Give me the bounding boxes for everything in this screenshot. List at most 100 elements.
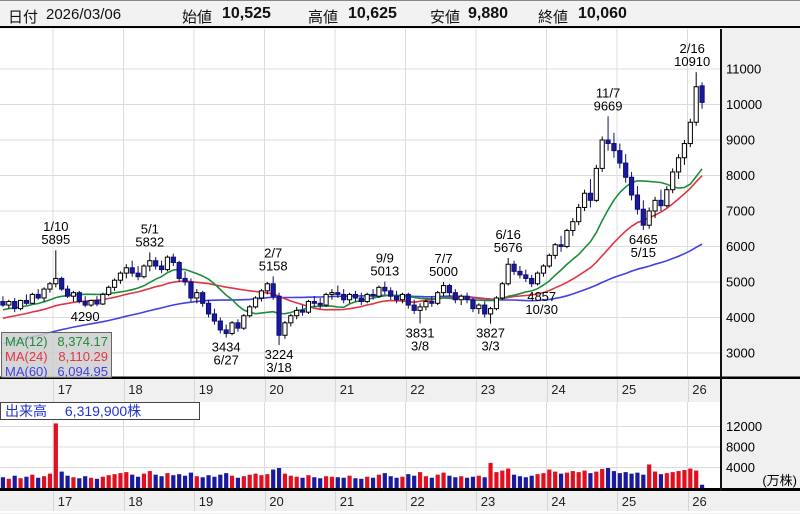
svg-text:5158: 5158: [259, 258, 288, 273]
x-axis-year-label: 26: [692, 382, 707, 397]
svg-text:5895: 5895: [41, 232, 70, 247]
x-axis-tick: [123, 379, 125, 402]
svg-text:3434: 3434: [212, 340, 241, 355]
x-axis-tick: [476, 379, 477, 402]
ma-legend: MA(12) 8,374.17 MA(24) 8,110.29 MA(60) 6…: [1, 332, 112, 379]
x-axis-year-label: 24: [551, 494, 566, 509]
ma24-value: 8,110.29: [58, 349, 108, 364]
svg-text:4290: 4290: [71, 309, 100, 324]
svg-text:8000: 8000: [726, 168, 755, 183]
svg-text:12000: 12000: [726, 419, 762, 434]
ma60-label: MA(60): [5, 364, 48, 379]
x-axis-year-label: 21: [339, 382, 355, 397]
svg-text:1/10: 1/10: [43, 219, 68, 234]
ma-legend-row: MA(24) 8,110.29: [5, 349, 108, 364]
x-axis-tick: [53, 491, 54, 511]
x-axis-year-label: 23: [480, 494, 496, 509]
x-axis-year-label: 18: [128, 382, 143, 397]
date-label: 日付: [8, 9, 39, 26]
low-value: 9,880: [468, 5, 509, 22]
svg-text:9669: 9669: [594, 98, 623, 113]
svg-text:5676: 5676: [494, 240, 523, 255]
x-axis-tick: [405, 379, 407, 402]
volume-bottom-border: [0, 488, 800, 491]
x-axis-tick: [335, 379, 336, 402]
ma-legend-row: MA(60) 6,094.95: [5, 364, 108, 379]
price-plot-bg: [0, 29, 721, 379]
svg-text:6/27: 6/27: [214, 353, 239, 368]
svg-text:3/8: 3/8: [411, 338, 429, 353]
open-label: 始値: [182, 9, 213, 26]
volume-label: 出来高: [5, 403, 47, 419]
high-label: 高値: [308, 9, 339, 26]
svg-text:10910: 10910: [674, 54, 710, 69]
price-x-axis: 17 18 19 20 21 22 23 24 25 26: [0, 379, 800, 402]
svg-text:7/7: 7/7: [435, 251, 453, 266]
x-axis-tick: [687, 491, 689, 511]
price-bottom-border: [0, 376, 800, 379]
svg-text:4000: 4000: [726, 460, 755, 475]
candles: [0, 72, 705, 346]
x-axis-tick: [476, 491, 477, 511]
x-axis-tick: [687, 379, 689, 402]
ma24-label: MA(24): [5, 349, 48, 364]
close-label: 終値: [538, 9, 569, 26]
svg-text:(万株): (万株): [762, 473, 797, 488]
svg-text:3827: 3827: [476, 326, 505, 341]
x-axis-tick: [264, 491, 266, 511]
svg-text:2/16: 2/16: [680, 41, 705, 56]
x-axis-tick: [617, 491, 618, 511]
x-axis-tick: [53, 379, 54, 402]
x-axis-tick: [405, 491, 407, 511]
x-axis-year-label: 19: [198, 494, 214, 509]
x-axis-year-label: 26: [692, 494, 707, 509]
svg-text:5/1: 5/1: [141, 221, 159, 236]
svg-text:5/15: 5/15: [631, 245, 656, 260]
x-axis-year-label: 20: [269, 382, 284, 397]
axis-right-border: [720, 29, 722, 491]
svg-text:11/7: 11/7: [596, 85, 620, 100]
x-axis-year-label: 22: [410, 494, 425, 509]
price-chart: 11000 10000 9000 8000 7000 6000 5000 4000 3000 58…: [0, 29, 800, 379]
svg-text:7000: 7000: [726, 204, 755, 219]
svg-text:11000: 11000: [726, 62, 761, 77]
x-axis-tick: [123, 491, 125, 511]
svg-text:9000: 9000: [726, 133, 755, 148]
x-axis-tick: [264, 379, 266, 402]
x-axis-year-label: 18: [128, 494, 143, 509]
svg-text:2/7: 2/7: [264, 245, 282, 260]
svg-text:3/18: 3/18: [266, 360, 291, 375]
svg-text:8000: 8000: [726, 440, 755, 455]
x-axis-tick: [194, 491, 195, 511]
svg-text:3224: 3224: [265, 347, 294, 362]
x-axis-tick: [617, 379, 618, 402]
x-axis-year-label: 22: [410, 382, 425, 397]
date-value: 2026/03/06: [46, 6, 122, 23]
svg-text:5832: 5832: [135, 234, 164, 249]
volume-readout: 出来高 6,319,900株: [0, 402, 200, 420]
svg-text:6465: 6465: [629, 232, 658, 247]
ma12-label: MA(12): [5, 334, 48, 349]
close-value: 10,060: [578, 5, 627, 22]
svg-text:4000: 4000: [726, 310, 755, 325]
svg-text:10000: 10000: [726, 97, 762, 112]
x-axis-year-label: 24: [551, 382, 566, 397]
x-axis-tick: [546, 379, 548, 402]
x-axis-year-label: 19: [198, 382, 214, 397]
volume-bars: [0, 423, 705, 488]
x-axis-year-label: 17: [57, 494, 73, 509]
ma60-value: 6,094.95: [57, 364, 108, 379]
x-axis-year-label: 25: [621, 382, 637, 397]
svg-text:10/30: 10/30: [525, 302, 558, 317]
svg-text:9/9: 9/9: [376, 251, 394, 266]
x-axis-year-label: 17: [57, 382, 73, 397]
ma-legend-row: MA(12) 8,374.17: [5, 334, 108, 349]
volume-value: 6,319,900株: [64, 403, 142, 419]
low-label: 安値: [430, 9, 461, 26]
ma12-line: [2, 168, 703, 315]
quote-header: 日付 2026/03/06 始値 10,525 高値 10,625 安値 9,8…: [0, 1, 800, 28]
svg-text:3/3: 3/3: [482, 339, 500, 354]
svg-text:5013: 5013: [370, 264, 399, 279]
svg-text:6/16: 6/16: [496, 227, 521, 242]
